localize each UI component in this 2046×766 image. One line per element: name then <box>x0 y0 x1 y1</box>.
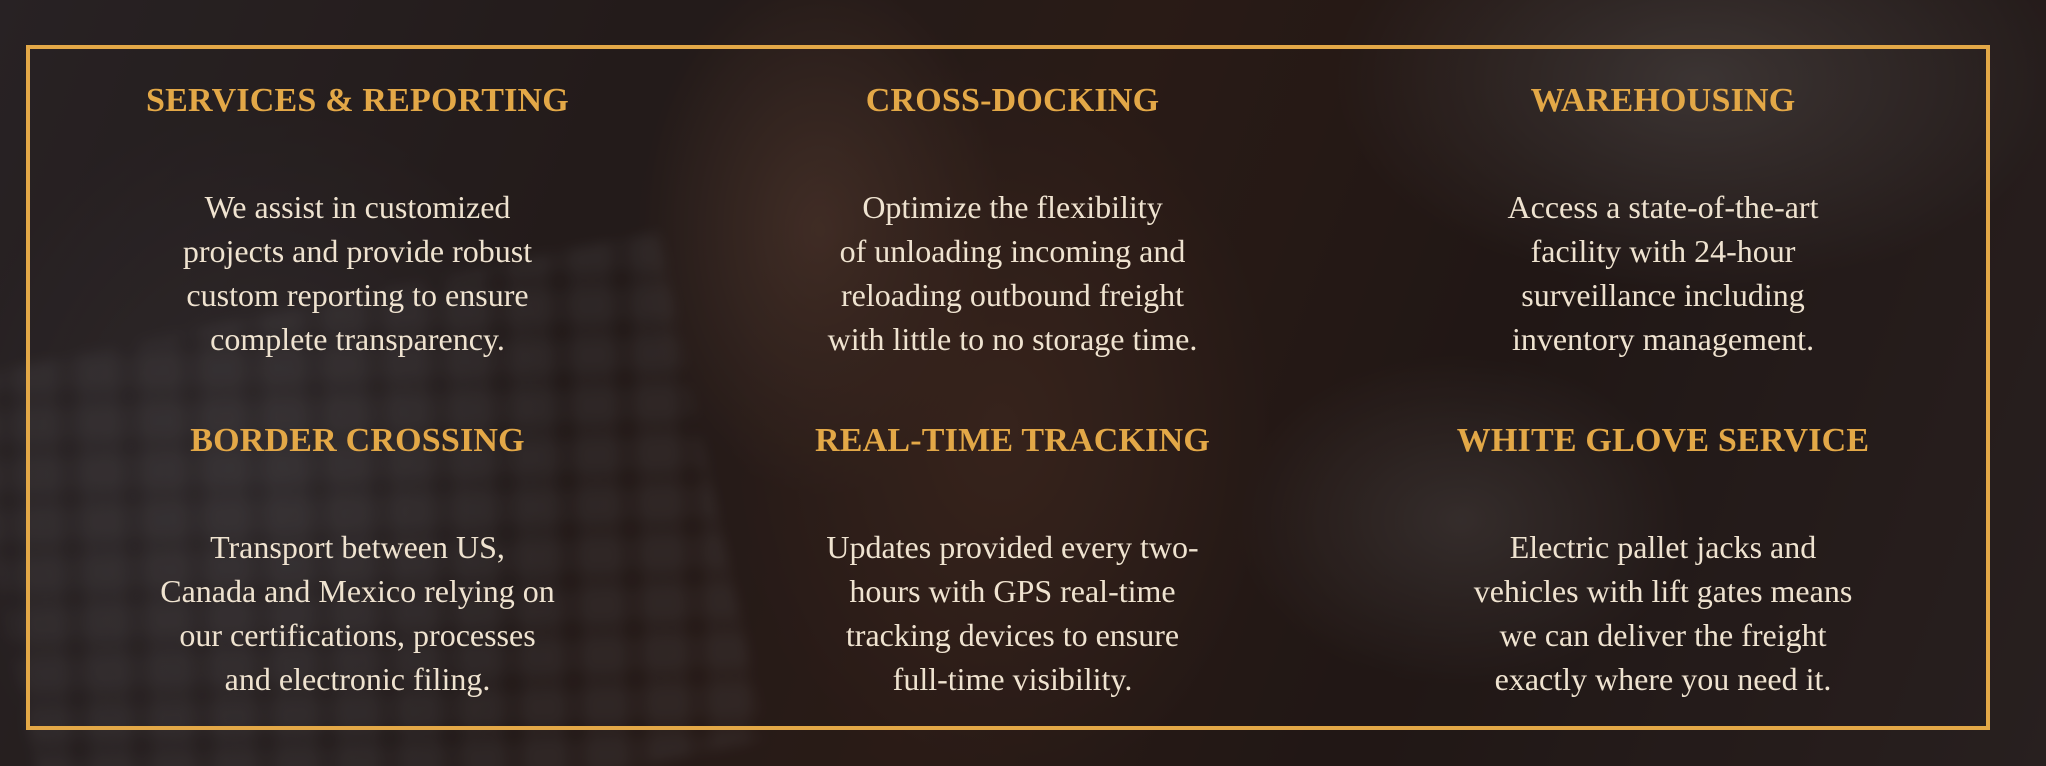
services-frame <box>26 45 1990 730</box>
service-title: CROSS-DOCKING <box>865 82 1160 119</box>
service-description-line: We assist in customized <box>204 189 511 225</box>
service-description-line: our certifications, processes <box>179 617 536 653</box>
service-cross-docking: CROSS-DOCKING Optimize the flexibility o… <box>685 49 1340 389</box>
service-description-line: reloading outbound freight <box>840 277 1185 313</box>
service-description-line: projects and provide robust <box>182 233 533 269</box>
service-description-line: full-time visibility. <box>892 661 1133 697</box>
service-description-line: vehicles with lift gates means <box>1473 573 1853 609</box>
service-description: Electric pallet jacks and vehicles with … <box>1340 525 1986 701</box>
service-title: SERVICES & REPORTING <box>146 82 569 119</box>
service-description: Transport between US, Canada and Mexico … <box>30 525 685 701</box>
service-title: REAL-TIME TRACKING <box>815 422 1210 459</box>
service-description-line: Access a state-of-the-art <box>1507 189 1819 225</box>
service-description-line: surveillance including <box>1521 277 1805 313</box>
service-warehousing: WAREHOUSING Access a state-of-the-art fa… <box>1340 49 1986 389</box>
service-description-line: hours with GPS real-time <box>849 573 1176 609</box>
service-description-line: facility with 24-hour <box>1530 233 1796 269</box>
service-description-line: with little to no storage time. <box>827 321 1198 357</box>
service-description-line: exactly where you need it. <box>1494 661 1832 697</box>
service-border-crossing: BORDER CROSSING Transport between US, Ca… <box>30 389 685 726</box>
service-description-line: Canada and Mexico relying on <box>160 573 555 609</box>
service-title: BORDER CROSSING <box>190 422 525 459</box>
service-white-glove: WHITE GLOVE SERVICE Electric pallet jack… <box>1340 389 1986 726</box>
service-description-line: complete transparency. <box>210 321 505 357</box>
service-services-reporting: SERVICES & REPORTING We assist in custom… <box>30 49 685 389</box>
service-description-line: custom reporting to ensure <box>186 277 529 313</box>
service-title: WAREHOUSING <box>1530 82 1796 119</box>
service-description: We assist in customized projects and pro… <box>30 185 685 361</box>
service-description-line: we can deliver the freight <box>1499 617 1827 653</box>
service-description-line: Optimize the flexibility <box>862 189 1163 225</box>
service-real-time-tracking: REAL-TIME TRACKING Updates provided ever… <box>685 389 1340 726</box>
service-description-line: of unloading incoming and <box>839 233 1186 269</box>
service-description: Access a state-of-the-art facility with … <box>1340 185 1986 361</box>
service-description-line: tracking devices to ensure <box>845 617 1180 653</box>
service-description-line: inventory management. <box>1511 321 1815 357</box>
service-description-line: Updates provided every two- <box>826 529 1199 565</box>
service-description-line: and electronic filing. <box>224 661 491 697</box>
service-description: Updates provided every two- hours with G… <box>685 525 1340 701</box>
service-description-line: Transport between US, <box>210 529 505 565</box>
service-description: Optimize the flexibility of unloading in… <box>685 185 1340 361</box>
service-description-line: Electric pallet jacks and <box>1509 529 1817 565</box>
service-title: WHITE GLOVE SERVICE <box>1456 422 1870 459</box>
services-grid: SERVICES & REPORTING We assist in custom… <box>30 49 1986 726</box>
